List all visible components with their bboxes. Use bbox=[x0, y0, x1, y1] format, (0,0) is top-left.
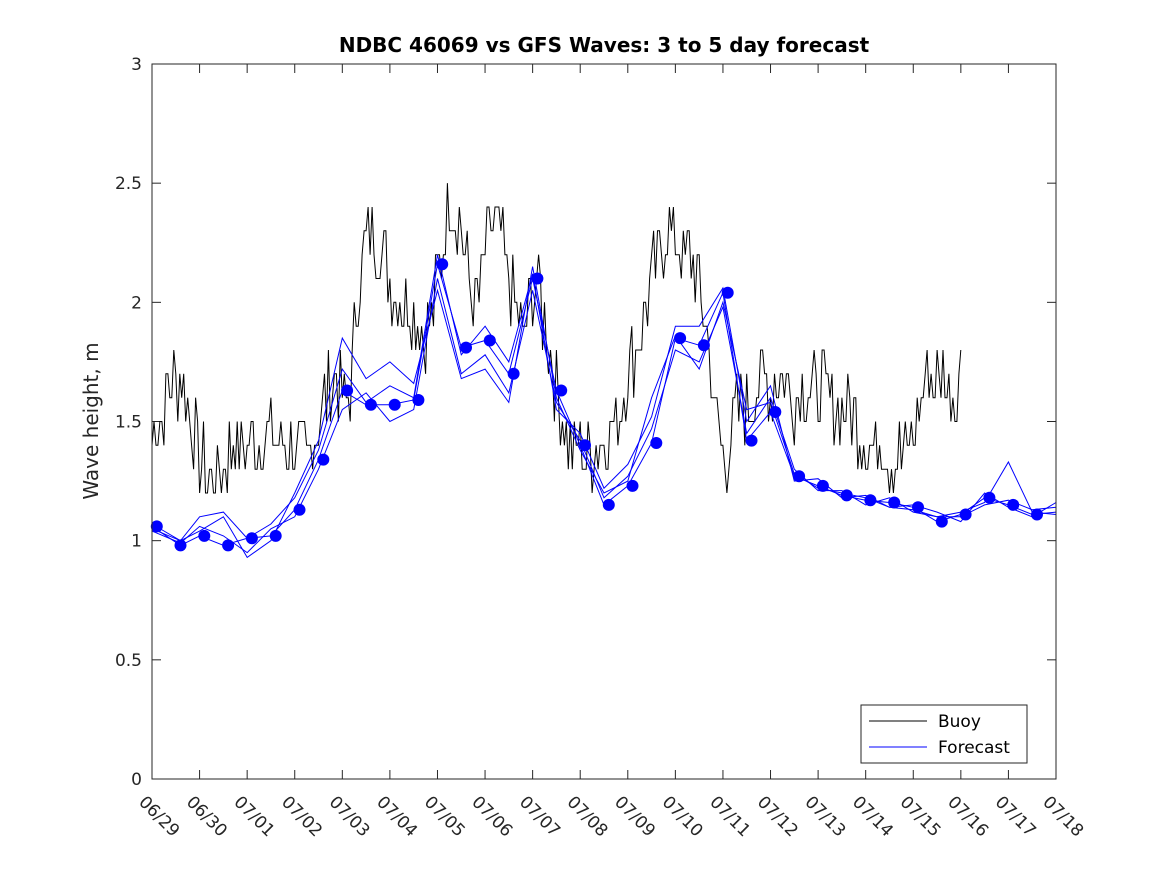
forecast-marker bbox=[1031, 508, 1043, 521]
forecast-marker bbox=[912, 501, 924, 514]
forecast-series bbox=[151, 254, 1057, 559]
forecast-marker bbox=[364, 398, 377, 411]
forecast-marker bbox=[674, 332, 687, 345]
buoy-line bbox=[151, 183, 962, 494]
forecast-marker bbox=[436, 258, 449, 271]
x-tick-label: 07/12 bbox=[753, 792, 802, 841]
forecast-marker bbox=[317, 453, 330, 466]
x-tick-label: 06/29 bbox=[134, 792, 183, 841]
legend-label: Buoy bbox=[938, 712, 981, 732]
forecast-marker bbox=[650, 437, 663, 449]
forecast-marker bbox=[793, 470, 806, 483]
forecast-line bbox=[151, 266, 1057, 559]
y-tick-label: 0 bbox=[131, 770, 142, 790]
forecast-marker bbox=[293, 503, 306, 516]
x-tick-label: 07/08 bbox=[563, 792, 612, 841]
x-tick-label: 07/10 bbox=[658, 792, 707, 841]
forecast-marker bbox=[959, 508, 972, 521]
x-tick-label: 07/01 bbox=[230, 792, 279, 841]
forecast-marker bbox=[697, 339, 710, 352]
x-tick-label: 07/06 bbox=[468, 792, 517, 841]
forecast-marker bbox=[602, 498, 615, 511]
forecast-marker bbox=[412, 394, 425, 406]
forecast-marker bbox=[531, 272, 544, 285]
plot-area-border bbox=[151, 63, 1057, 780]
forecast-markers bbox=[150, 258, 1043, 552]
forecast-marker bbox=[579, 439, 591, 452]
forecast-marker bbox=[626, 479, 639, 492]
x-tick-label: 07/13 bbox=[801, 792, 850, 841]
forecast-marker bbox=[888, 496, 901, 509]
x-tick-label: 07/02 bbox=[277, 792, 326, 841]
x-tick-label: 07/07 bbox=[515, 792, 564, 841]
forecast-marker bbox=[460, 341, 472, 354]
forecast-marker bbox=[1007, 498, 1020, 511]
forecast-marker bbox=[341, 384, 354, 397]
forecast-marker bbox=[864, 494, 877, 507]
y-tick-label: 3 bbox=[131, 55, 142, 75]
forecast-marker bbox=[483, 334, 496, 347]
forecast-marker bbox=[222, 539, 235, 552]
forecast-marker bbox=[721, 286, 734, 299]
forecast-marker bbox=[935, 515, 948, 528]
x-tick-label: 07/05 bbox=[420, 792, 469, 841]
y-tick-label: 2 bbox=[131, 293, 142, 313]
forecast-marker bbox=[269, 529, 282, 542]
forecast-marker bbox=[769, 406, 782, 418]
forecast-line bbox=[151, 254, 1057, 542]
forecast-marker bbox=[983, 491, 996, 504]
legend-box bbox=[860, 704, 1028, 764]
x-tick-label: 06/30 bbox=[182, 792, 231, 841]
legend-label: Forecast bbox=[938, 738, 1010, 758]
x-tick-label: 07/18 bbox=[1038, 792, 1087, 841]
x-tick-label: 07/17 bbox=[991, 792, 1040, 841]
forecast-marker bbox=[840, 489, 853, 502]
chart-title: NDBC 46069 vs GFS Waves: 3 to 5 day fore… bbox=[339, 33, 870, 57]
y-tick-label: 1.5 bbox=[115, 413, 142, 433]
forecast-marker bbox=[150, 520, 163, 533]
x-tick-label: 07/04 bbox=[372, 792, 421, 841]
forecast-marker bbox=[745, 434, 758, 447]
x-tick-label: 07/03 bbox=[325, 792, 374, 841]
forecast-marker bbox=[816, 479, 829, 492]
forecast-line bbox=[151, 278, 1057, 554]
y-tick-label: 1 bbox=[131, 532, 142, 552]
forecast-marker bbox=[174, 539, 187, 552]
x-tick-label: 07/11 bbox=[705, 792, 754, 841]
forecast-marker bbox=[507, 367, 520, 380]
y-tick-label: 0.5 bbox=[115, 651, 142, 671]
x-tick-label: 07/09 bbox=[610, 792, 659, 841]
buoy-series bbox=[151, 183, 962, 494]
y-axis-label: Wave height, m bbox=[79, 342, 103, 499]
forecast-marker bbox=[245, 532, 258, 545]
x-tick-label: 07/15 bbox=[896, 792, 945, 841]
legend: Buoy Forecast bbox=[860, 704, 1028, 764]
x-tick-label: 07/14 bbox=[848, 792, 897, 841]
forecast-marker bbox=[198, 529, 211, 542]
forecast-marker bbox=[555, 384, 568, 397]
y-tick-label: 2.5 bbox=[115, 174, 142, 194]
forecast-marker bbox=[388, 398, 401, 411]
x-tick-label: 07/16 bbox=[943, 792, 992, 841]
